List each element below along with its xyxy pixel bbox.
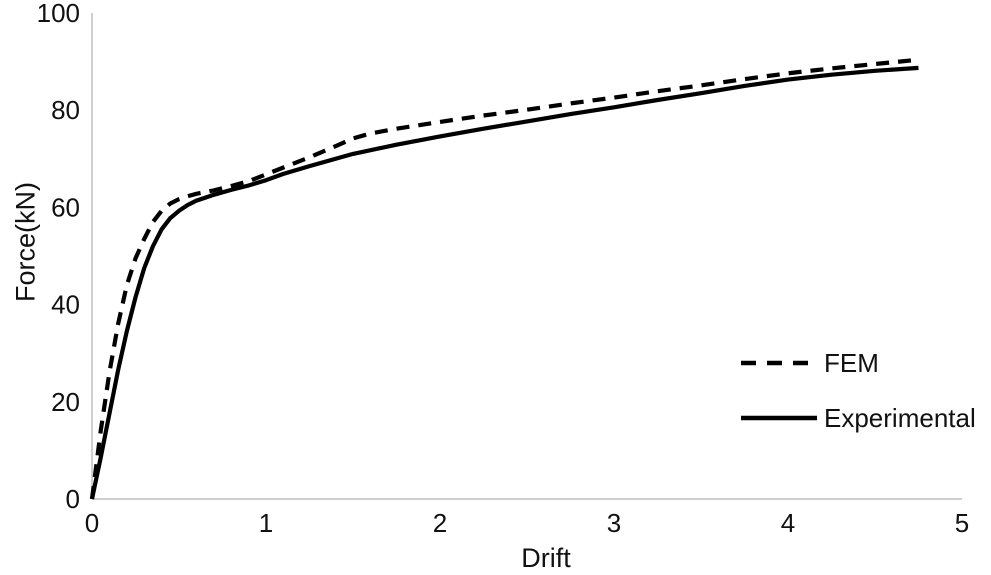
y-tick-label: 80 <box>51 95 80 125</box>
series-experimental-path <box>89 65 919 500</box>
y-tick-label: 40 <box>51 290 80 320</box>
legend: FEM Experimental <box>740 349 976 432</box>
x-tick-label: 0 <box>85 508 99 538</box>
y-tick-label: 60 <box>51 192 80 222</box>
y-tick-label: 0 <box>66 484 80 514</box>
legend-label-fem: FEM <box>824 348 879 378</box>
legend-item-experimental: Experimental <box>740 404 976 432</box>
x-tick-label: 4 <box>781 508 795 538</box>
y-axis-title: Force(kN) <box>10 182 41 302</box>
legend-item-fem: FEM <box>740 349 976 377</box>
y-tick-label: 20 <box>51 387 80 417</box>
y-tick-label: 100 <box>37 0 80 28</box>
x-axis-title: Drift <box>521 543 571 573</box>
legend-label-experimental: Experimental <box>824 403 976 433</box>
experimental-solid-line-icon <box>741 415 817 421</box>
x-tick-label: 5 <box>955 508 969 538</box>
x-tick-label: 3 <box>607 508 621 538</box>
x-tick-label: 1 <box>259 508 273 538</box>
x-tick-label: 2 <box>433 508 447 538</box>
series-fem-path <box>89 57 919 500</box>
fem-dashed-line-icon <box>741 360 817 366</box>
